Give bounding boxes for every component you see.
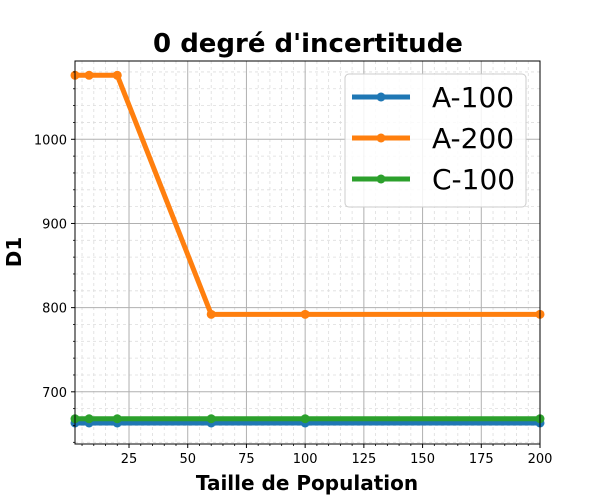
y-tick-label: 1000 <box>34 133 67 148</box>
data-point-c-100 <box>84 414 94 424</box>
x-tick-label: 175 <box>469 452 494 467</box>
y-axis-label: D1 <box>2 237 26 268</box>
legend-label-c-100: C-100 <box>432 163 515 196</box>
x-tick-label: 100 <box>293 452 318 467</box>
x-tick-label: 150 <box>410 452 435 467</box>
legend-marker-c-100 <box>376 174 386 184</box>
legend-box <box>344 73 527 208</box>
x-tick-label: 200 <box>528 452 553 467</box>
data-point-a-200 <box>300 309 310 319</box>
series-layer <box>70 70 545 428</box>
plot-frame <box>74 60 541 445</box>
x-tick-label: 125 <box>351 452 376 467</box>
x-tick-label: 75 <box>238 452 255 467</box>
y-tick-label: 800 <box>42 302 67 317</box>
y-axis-ticks: 700 800 900 1000 <box>34 71 75 443</box>
data-point-a-200 <box>206 309 216 319</box>
major-grid <box>75 61 541 444</box>
legend-marker-a-200 <box>376 133 386 143</box>
legend-label-a-100: A-100 <box>432 81 514 114</box>
legend-marker-a-100 <box>376 92 386 102</box>
minor-grid <box>75 61 540 444</box>
data-point-c-100 <box>112 414 122 424</box>
chart-title: 0 degré d'incertitude <box>153 29 463 59</box>
y-tick-label: 900 <box>42 217 67 232</box>
x-axis-ticks: 25 50 75 100 125 150 175 200 <box>81 444 553 467</box>
y-tick-label: 700 <box>42 386 67 401</box>
data-point-c-100 <box>206 414 216 424</box>
x-axis-label: Taille de Population <box>196 471 418 495</box>
legend: A-100 A-200 C-100 <box>344 73 527 208</box>
data-point-a-200 <box>112 70 122 80</box>
x-tick-label: 50 <box>179 452 196 467</box>
legend-label-a-200: A-200 <box>432 122 514 155</box>
data-point-c-100 <box>300 414 310 424</box>
data-point-a-200 <box>84 70 94 80</box>
x-tick-label: 25 <box>121 452 138 467</box>
